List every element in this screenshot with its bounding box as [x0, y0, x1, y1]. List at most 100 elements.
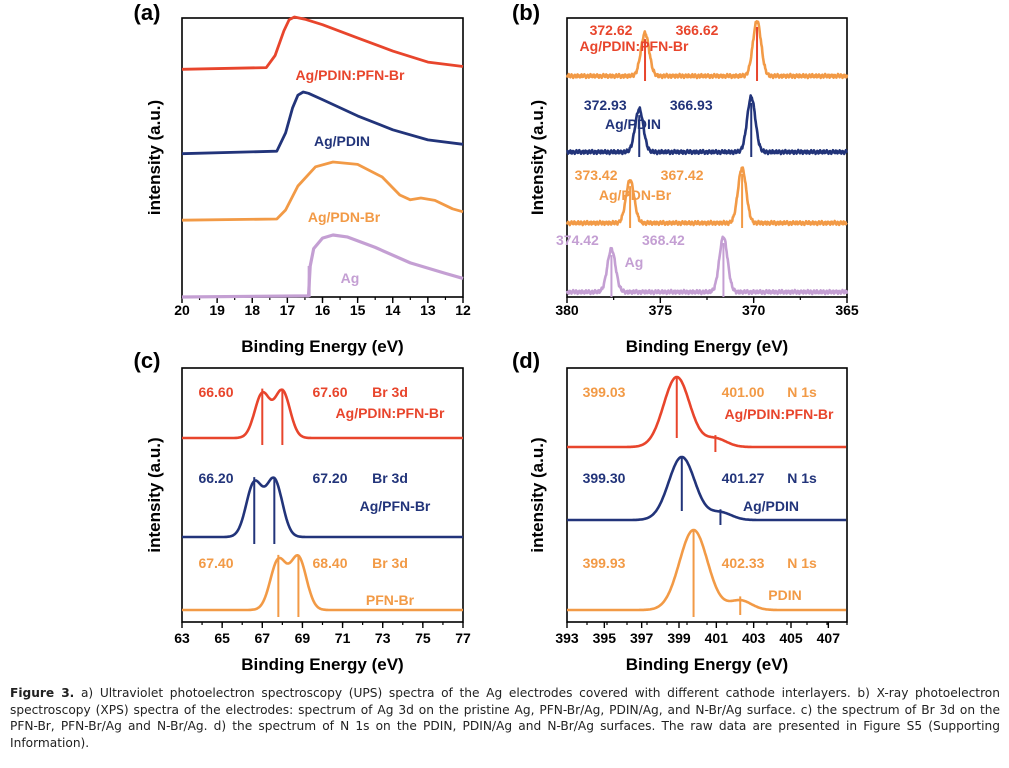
x-tick-label: 75 — [415, 630, 431, 646]
peak-label: 399.30 — [583, 470, 626, 486]
series-line — [566, 528, 847, 612]
series-line — [181, 388, 464, 440]
x-axis-label: Binding Energy (eV) — [241, 655, 403, 674]
peak-label: 366.93 — [670, 97, 713, 113]
caption-lead: Figure 3. — [10, 686, 75, 700]
x-tick-label: 17 — [280, 302, 296, 318]
peak-label: 401.27 — [722, 470, 765, 486]
x-tick-label: 401 — [705, 630, 729, 646]
peak-label: 367.42 — [661, 167, 704, 183]
peak-label: 399.93 — [583, 555, 626, 571]
x-tick-label: 370 — [742, 302, 766, 318]
peak-label: 373.42 — [575, 167, 618, 183]
series-line — [181, 553, 464, 612]
x-tick-label: 13 — [420, 302, 436, 318]
peak-label: 372.62 — [590, 22, 633, 38]
peak-label: 402.33 — [722, 555, 765, 571]
x-tick-label: 15 — [350, 302, 366, 318]
element-label: Br 3d — [372, 555, 408, 571]
x-tick-label: 69 — [295, 630, 311, 646]
figure-caption: Figure 3. a) Ultraviolet photoelectron s… — [10, 685, 1000, 751]
figure-3: 20 19 18 17 16 15 14 13 12 Binding Energy (eV) int… — [134, 0, 859, 674]
peak-label: 374.42 — [556, 232, 599, 248]
series-label: Ag/PDIN — [314, 133, 370, 149]
peak-label: 399.03 — [583, 384, 626, 400]
series-line — [181, 90, 464, 156]
series-label: Ag/PDIN:PFN-Br — [580, 38, 689, 54]
series-line — [566, 375, 847, 449]
x-tick-label: 399 — [667, 630, 691, 646]
x-tick-label: 405 — [779, 630, 803, 646]
peak-label: 67.60 — [312, 384, 347, 400]
peak-label: 372.93 — [584, 97, 627, 113]
series-label: Ag — [341, 270, 360, 286]
y-axis-label: intensity (a.u.) — [528, 437, 547, 552]
x-tick-label: 63 — [174, 630, 190, 646]
x-tick-label: 65 — [214, 630, 230, 646]
x-tick-label: 380 — [555, 302, 579, 318]
x-tick-label: 73 — [375, 630, 391, 646]
panel-tag: (a) — [134, 0, 161, 25]
caption-text: a) Ultraviolet photoelectron spectroscop… — [10, 686, 1000, 750]
series-label: PDIN — [768, 587, 801, 603]
series-line — [181, 160, 464, 222]
panel-tag: (b) — [512, 0, 540, 25]
x-tick-label: 71 — [335, 630, 351, 646]
series-label: Ag/PDN-Br — [599, 187, 672, 203]
series-line — [566, 455, 847, 522]
peak-label: 67.20 — [312, 470, 347, 486]
x-tick-label: 397 — [630, 630, 654, 646]
series-line — [565, 19, 849, 80]
x-axis-label: Binding Energy (eV) — [241, 337, 403, 356]
series-line — [565, 166, 848, 227]
peak-label: 66.60 — [198, 384, 233, 400]
peak-label: 68.40 — [312, 555, 347, 571]
x-axis-label: Binding Energy (eV) — [626, 655, 788, 674]
panel-tag: (d) — [512, 348, 540, 373]
series-line — [181, 476, 464, 539]
element-label: N 1s — [787, 470, 817, 486]
panel-d: 393 395 397 399 401 403 405 407 Binding Energy (… — [512, 348, 848, 674]
series-line — [565, 235, 849, 296]
x-tick-label: 16 — [315, 302, 331, 318]
panel-c: 63 65 67 69 71 73 75 77 Binding Energy (eV) inten… — [134, 348, 471, 674]
peak-label: 66.20 — [198, 470, 233, 486]
x-axis-label: Binding Energy (eV) — [626, 337, 788, 356]
element-label: Br 3d — [372, 384, 408, 400]
peak-label: 401.00 — [722, 384, 765, 400]
peak-label: 368.42 — [642, 232, 685, 248]
series-label: Ag/PDIN:PFN-Br — [296, 67, 405, 83]
y-axis-label: intensity (a.u.) — [145, 437, 164, 552]
x-tick-label: 393 — [555, 630, 579, 646]
series-label: Ag/PFN-Br — [360, 498, 431, 514]
x-tick-label: 20 — [174, 302, 190, 318]
element-label: N 1s — [787, 384, 817, 400]
x-tick-label: 19 — [209, 302, 225, 318]
peak-label: 67.40 — [198, 555, 233, 571]
series-label: PFN-Br — [366, 592, 415, 608]
x-tick-label: 375 — [649, 302, 673, 318]
x-tick-label: 407 — [817, 630, 841, 646]
series-label: Ag/PDIN — [605, 116, 661, 132]
element-label: N 1s — [787, 555, 817, 571]
x-tick-label: 77 — [455, 630, 471, 646]
x-tick-label: 403 — [742, 630, 766, 646]
y-axis-label: Intensity (a.u.) — [528, 100, 547, 215]
series-label: Ag/PDIN — [743, 498, 799, 514]
series-label: Ag/PDIN:PFN-Br — [336, 405, 445, 421]
x-tick-label: 14 — [385, 302, 401, 318]
x-tick-label: 67 — [254, 630, 270, 646]
series-line — [181, 233, 464, 299]
element-label: Br 3d — [372, 470, 408, 486]
y-axis-label: intensity (a.u.) — [145, 100, 164, 215]
series-label: Ag/PDN-Br — [308, 209, 381, 225]
series-label: Ag — [625, 254, 644, 270]
panel-a: 20 19 18 17 16 15 14 13 12 Binding Energy (eV) int… — [134, 0, 471, 356]
series-line — [566, 94, 849, 156]
series-label: Ag/PDIN:PFN-Br — [725, 406, 834, 422]
x-tick-label: 395 — [593, 630, 617, 646]
x-tick-label: 18 — [244, 302, 260, 318]
peak-label: 366.62 — [676, 22, 719, 38]
series-line — [181, 15, 464, 71]
x-tick-label: 12 — [455, 302, 471, 318]
